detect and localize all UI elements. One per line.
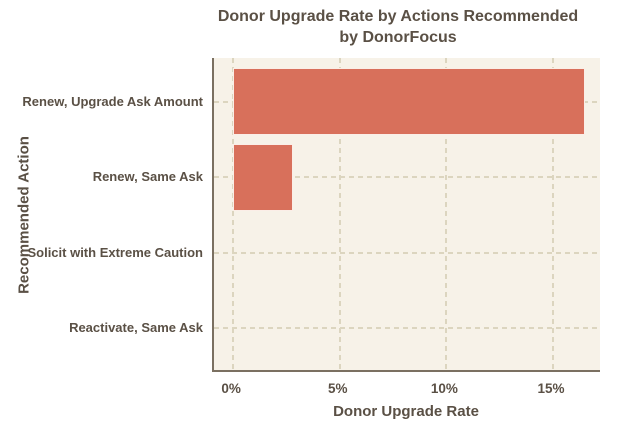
y-tick-label: Solicit with Extreme Caution <box>27 244 203 260</box>
gridline-horizontal <box>214 176 600 179</box>
bar-2 <box>233 143 293 211</box>
x-tick-label: 5% <box>328 381 348 396</box>
chart-title-line-2: by DonorFocus <box>339 29 457 46</box>
chart-title-line-1: Donor Upgrade Rate by Actions Recommende… <box>217 8 579 25</box>
x-axis-label: Donor Upgrade Rate <box>333 403 479 420</box>
gridline-horizontal <box>214 327 600 330</box>
gridline-vertical <box>232 58 235 370</box>
y-tick-label: Renew, Same Ask <box>92 169 203 185</box>
y-tick-label: Renew, Upgrade Ask Amount <box>22 93 203 109</box>
y-tick-label: Reactivate, Same Ask <box>69 320 203 336</box>
x-tick-label: 0% <box>221 381 241 396</box>
gridline-horizontal <box>214 251 600 254</box>
x-tick-label: 10% <box>430 381 458 396</box>
chart-title: Donor Upgrade Rate by Actions Recommende… <box>218 6 578 48</box>
plot-area <box>212 58 600 372</box>
gridline-vertical <box>338 58 341 370</box>
x-tick-label: 15% <box>537 381 565 396</box>
gridline-vertical <box>445 58 448 370</box>
y-axis-label: Recommended Action <box>15 136 33 294</box>
bar-1 <box>233 68 585 136</box>
gridline-vertical <box>551 58 554 370</box>
